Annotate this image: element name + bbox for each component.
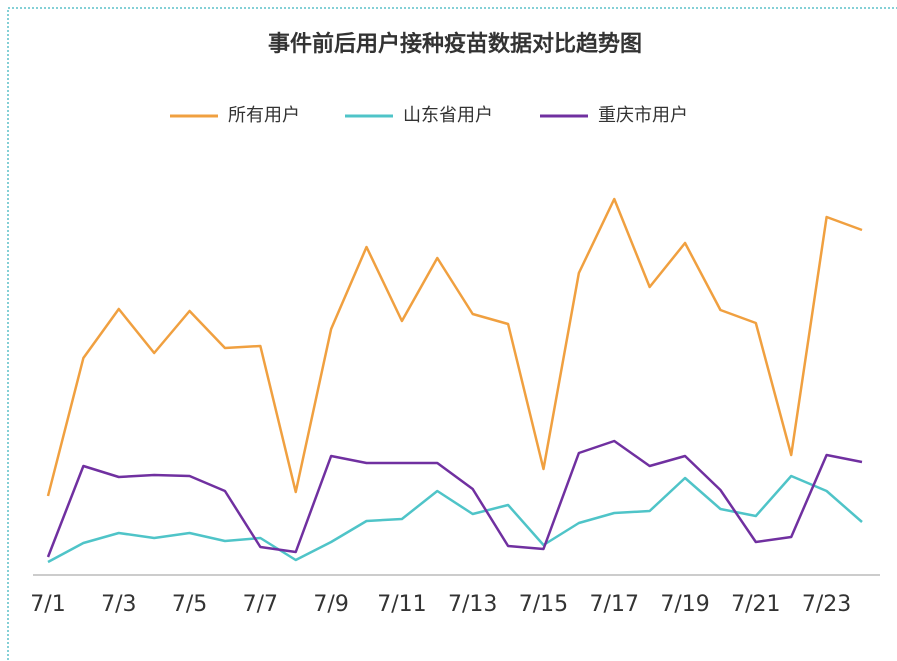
chart-title: 事件前后用户接种疫苗数据对比趋势图 xyxy=(268,31,642,57)
x-tick-label: 7/7 xyxy=(243,592,278,617)
x-tick-label: 7/5 xyxy=(172,592,207,617)
x-tick-label: 7/23 xyxy=(802,592,851,617)
x-tick-label: 7/1 xyxy=(30,592,65,617)
series-line xyxy=(46,197,863,497)
x-tick-label: 7/9 xyxy=(313,592,348,617)
series-line xyxy=(47,474,863,564)
x-tick-label: 7/13 xyxy=(448,592,497,617)
x-tick-label: 7/17 xyxy=(590,592,639,617)
legend-label: 重庆市用户 xyxy=(598,105,688,126)
legend-label: 山东省用户 xyxy=(403,105,493,126)
x-tick-label: 7/3 xyxy=(101,592,136,617)
frame xyxy=(7,7,897,661)
series-line xyxy=(46,439,863,558)
x-tick-label: 7/19 xyxy=(660,592,709,617)
legend-label: 所有用户 xyxy=(228,105,300,126)
x-tick-label: 7/11 xyxy=(377,592,426,617)
x-tick-label: 7/21 xyxy=(731,592,780,617)
x-tick-label: 7/15 xyxy=(519,592,568,617)
